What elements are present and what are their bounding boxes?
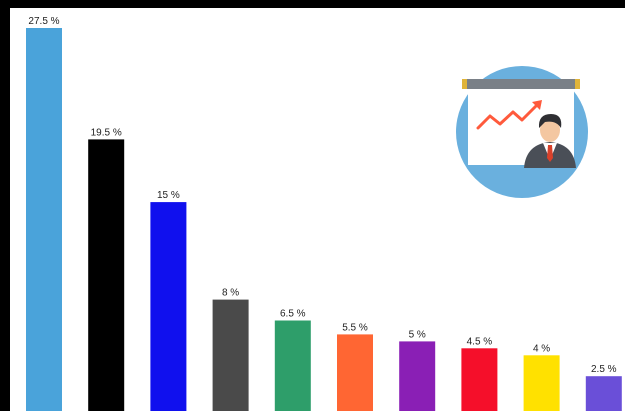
- bar-9: [523, 355, 560, 411]
- businessman-tie: [547, 145, 553, 162]
- bar-chart-svg: 27.5 % 19.5 % 15 % 8 % 6.5 % 5.5 % 5 % 4.5 % 4 %…: [26, 16, 622, 411]
- bar-5: [274, 320, 311, 411]
- bar-value-label-3: 15 %: [157, 190, 180, 201]
- bars-group: [26, 28, 622, 411]
- bar-6: [337, 334, 373, 411]
- trend-arrow-line: [476, 102, 540, 130]
- bar-value-label-7: 5 %: [409, 329, 426, 340]
- bar-3: [150, 202, 187, 411]
- bar-value-label-10: 2.5 %: [591, 364, 617, 375]
- data-labels-group: 27.5 % 19.5 % 15 % 8 % 6.5 % 5.5 % 5 % 4.5 % 4 %…: [28, 16, 616, 375]
- bar-value-label-4: 8 %: [222, 288, 239, 299]
- bar-10: [585, 376, 622, 411]
- businessman-hair: [538, 114, 562, 128]
- bar-value-label-8: 4.5 %: [467, 336, 493, 347]
- bar-7: [399, 341, 436, 411]
- bar-value-label-6: 5.5 %: [342, 322, 368, 333]
- bar-8: [461, 348, 498, 411]
- bar-4: [212, 299, 249, 411]
- bar-value-label-1: 27.5 %: [28, 16, 59, 27]
- trend-arrow-head: [532, 100, 542, 110]
- board-top-bar: [462, 79, 580, 89]
- businessman-head: [540, 118, 560, 142]
- bar-value-label-5: 6.5 %: [280, 309, 306, 320]
- bar-chart: 27.5 % 19.5 % 15 % 8 % 6.5 % 5.5 % 5 % 4.5 % 4 %…: [10, 8, 625, 411]
- presentation-board-businessman-icon: [456, 66, 588, 198]
- board-bar-cap-left: [462, 79, 467, 89]
- bar-1: [26, 28, 62, 411]
- bar-2: [88, 139, 125, 411]
- board-bar-cap-right: [575, 79, 580, 89]
- bar-value-label-2: 19.5 %: [91, 127, 122, 138]
- bar-value-label-9: 4 %: [533, 343, 550, 354]
